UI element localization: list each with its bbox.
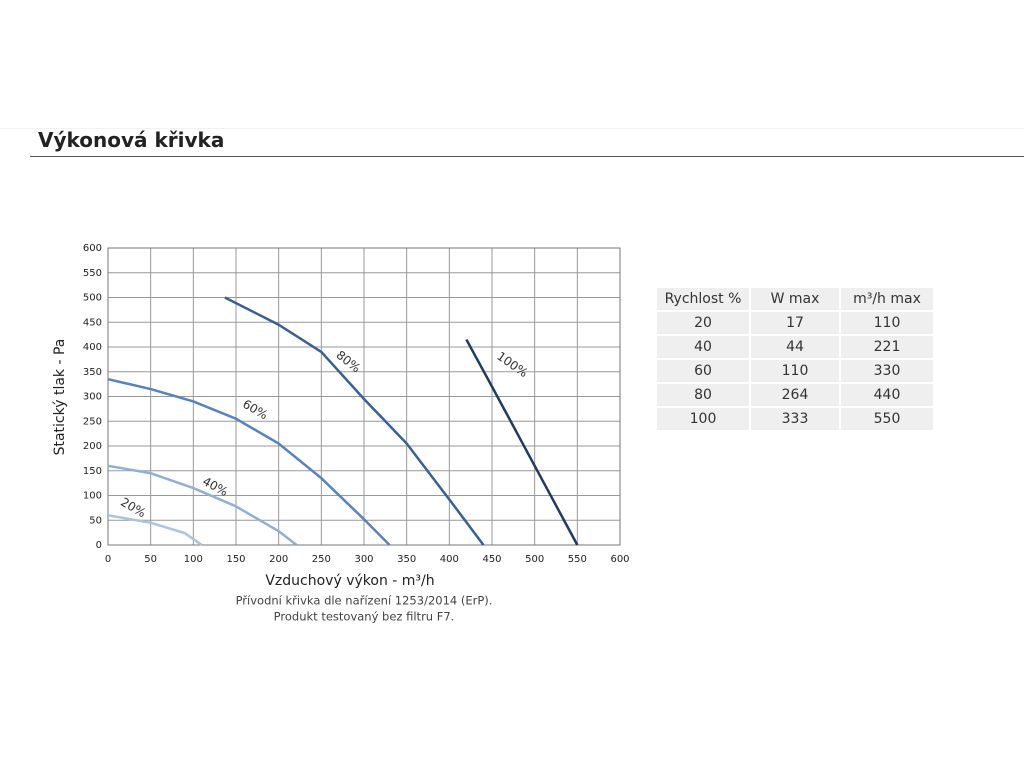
curve-label: 60% [240,397,270,422]
x-tick-label: 100 [184,554,203,565]
divider [30,156,1024,157]
y-tick-label: 150 [83,466,102,477]
table-cell: 221 [839,334,935,360]
table-cell: 110 [749,358,841,384]
y-tick-label: 600 [83,243,102,254]
note: Produkt testovaný bez filtru F7. [274,610,455,624]
table-cell: 440 [839,382,935,408]
table-cell: 80 [655,382,751,408]
y-tick-label: 200 [83,441,102,452]
table-row: 100 333 550 [655,406,935,432]
y-tick-label: 100 [83,491,102,502]
table-cell: W max [749,286,841,312]
y-tick-label: 450 [83,317,102,328]
curve [465,338,579,546]
table-cell: Rychlost % [655,286,751,312]
x-tick-label: 350 [397,554,416,565]
x-tick-label: 400 [440,554,459,565]
curve [107,464,298,546]
table-cell: 110 [839,310,935,336]
table-cell: 17 [749,310,841,336]
plot-frame [107,247,621,546]
x-tick-label: 150 [226,554,245,565]
table-cell: 20 [655,310,751,336]
table-cell: m³/h max [839,286,935,312]
table-row: Rychlost % W max m³/h max [655,286,935,312]
divider [0,128,1024,129]
note: Přívodní křivka dle nařízení 1253/2014 (… [236,594,493,608]
table-cell: 40 [655,334,751,360]
y-tick-label: 300 [83,392,102,403]
chart: Vzduchový výkon - m³/h Statický tlak - P… [52,243,630,624]
table-cell: 330 [839,358,935,384]
curve [107,514,203,547]
curve [224,296,485,546]
curve-label: 100% [494,349,530,380]
x-tick-label: 200 [269,554,288,565]
table-row: 80 264 440 [655,382,935,408]
y-tick-label: 350 [83,367,102,378]
x-tick-label: 300 [354,554,373,565]
x-axis-label: Vzduchový výkon - m³/h [265,573,434,589]
table-cell: 44 [749,334,841,360]
x-tick-label: 450 [482,554,501,565]
y-axis-label: Statický tlak - Pa [52,339,68,456]
y-tick-label: 550 [83,268,102,279]
curve-label: 20% [118,495,148,520]
y-tick-label: 50 [89,515,102,526]
table-cell: 333 [749,406,841,432]
y-tick-label: 0 [96,540,102,551]
spec-table: Rychlost % W max m³/h max 20 17 110 40 44 221 60 1… [655,286,935,432]
table-row: 20 17 110 [655,310,935,336]
table-row: 40 44 221 [655,334,935,360]
y-tick-label: 500 [83,293,102,304]
x-tick-label: 0 [105,554,111,565]
curve [107,377,391,546]
y-tick-label: 250 [83,416,102,427]
table-row: 60 110 330 [655,358,935,384]
x-tick-label: 500 [525,554,544,565]
table-cell: 60 [655,358,751,384]
x-tick-label: 550 [568,554,587,565]
table-cell: 100 [655,406,751,432]
x-tick-label: 50 [144,554,157,565]
section-title: Výkonová křivka [38,128,225,152]
x-tick-label: 600 [610,554,629,565]
table-cell: 264 [749,382,841,408]
x-tick-label: 250 [312,554,331,565]
y-tick-label: 400 [83,342,102,353]
table-cell: 550 [839,406,935,432]
